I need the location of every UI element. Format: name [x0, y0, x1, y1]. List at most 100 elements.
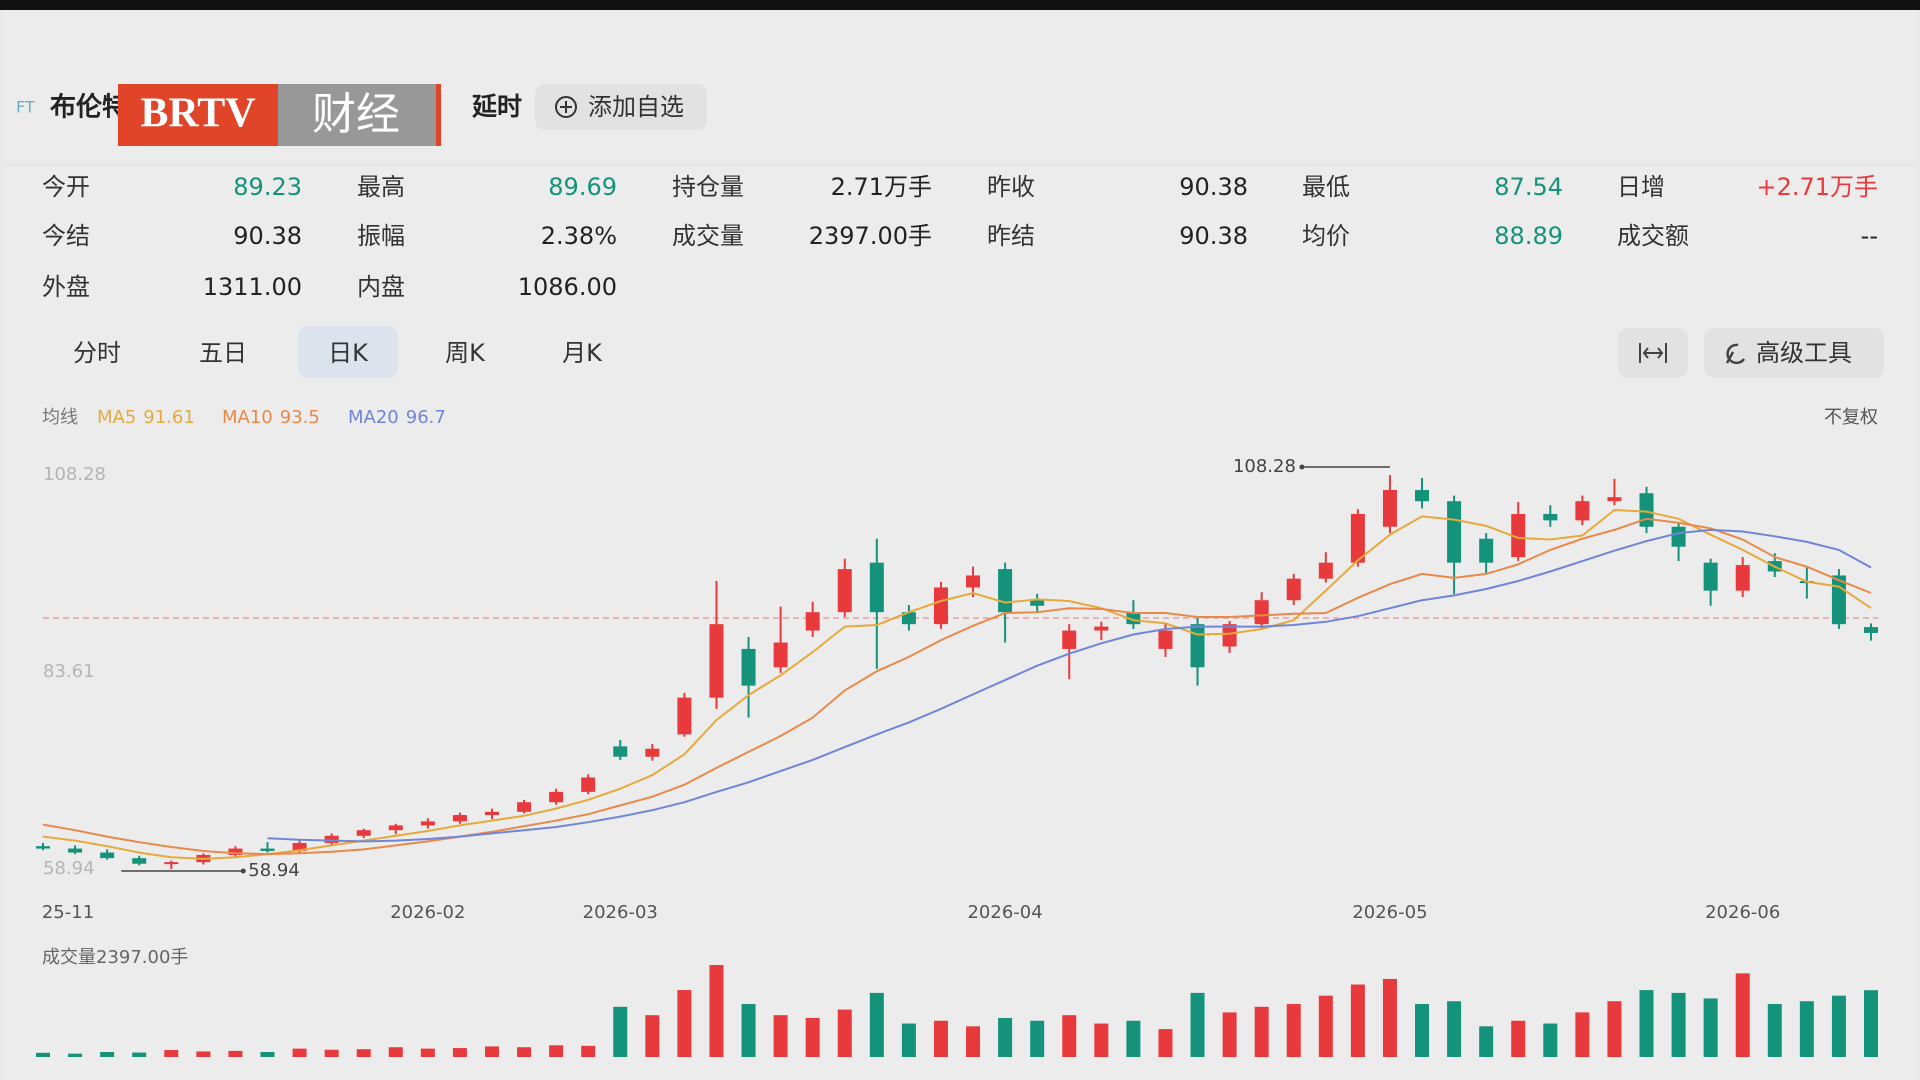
- candle-body: [420, 821, 435, 826]
- legend-name: MA5: [97, 407, 136, 428]
- volume-bar: [1703, 998, 1718, 1057]
- adjust-label: 不复权: [1824, 407, 1878, 428]
- watch-button[interactable]: 添加自选: [535, 84, 707, 130]
- volume-bar: [1864, 990, 1878, 1057]
- status: 延时: [471, 92, 522, 121]
- volume-bar: [228, 1050, 243, 1057]
- fit-button[interactable]: [1618, 328, 1688, 378]
- button-label: 高级工具: [1756, 339, 1852, 367]
- stat-value: 90.38: [1179, 173, 1248, 201]
- advanced-tools-button[interactable]: 高级工具: [1704, 328, 1884, 378]
- volume-bar: [1062, 1015, 1077, 1057]
- stat-value: +2.71万手: [1756, 173, 1878, 201]
- stat-label: 最高: [357, 173, 405, 201]
- stat-label: 外盘: [42, 273, 90, 301]
- volume-bar: [164, 1050, 179, 1057]
- stat-value: --: [1861, 222, 1878, 250]
- volume-bar: [1158, 1029, 1173, 1057]
- tab[interactable]: 日K: [298, 326, 398, 378]
- candle-body: [1864, 627, 1878, 633]
- volume-bar: [517, 1047, 532, 1057]
- candle-body: [324, 835, 339, 843]
- candle-body: [1030, 600, 1045, 606]
- x-tick-label: 2026-04: [967, 902, 1042, 923]
- candle-body: [966, 575, 981, 588]
- volume-bar: [709, 965, 724, 1057]
- badge: FT: [16, 98, 35, 117]
- logo-brand: BRTV: [140, 91, 255, 137]
- volume-bar: [1735, 973, 1750, 1057]
- candle-body: [1318, 562, 1333, 579]
- tab-label: 月K: [562, 339, 603, 367]
- volume-bar: [613, 1006, 628, 1057]
- volume-bar: [100, 1051, 115, 1057]
- volume-bar: [1350, 984, 1365, 1057]
- min-label: 58.94: [248, 860, 300, 881]
- stat-label: 成交量: [672, 222, 744, 250]
- volume-bar: [837, 1009, 852, 1057]
- stat-label: 昨收: [987, 173, 1035, 201]
- stat-label: 今开: [42, 173, 90, 201]
- instrument-name: 布伦特: [50, 92, 128, 123]
- stat-value: 88.89: [1494, 222, 1563, 250]
- candle-body: [1575, 501, 1590, 521]
- volume-bar: [998, 1017, 1013, 1057]
- tabs: 分时 五日 日K 周K 月K: [73, 326, 603, 378]
- candle-body: [132, 858, 147, 864]
- candle-body: [933, 587, 948, 625]
- volume-bar: [388, 1047, 403, 1057]
- volume-bar: [1799, 1001, 1814, 1057]
- stat-label: 昨结: [987, 222, 1035, 250]
- candle-body: [36, 846, 50, 849]
- tab[interactable]: 月K: [562, 339, 603, 367]
- tab[interactable]: 分时: [73, 339, 121, 367]
- volume-bar: [1511, 1020, 1526, 1057]
- logo-channel: 财经: [312, 89, 400, 140]
- volume-bar: [1126, 1020, 1141, 1057]
- candle-body: [1671, 526, 1686, 547]
- volume-bar: [420, 1048, 435, 1057]
- volume-title: 成交量2397.00手: [42, 947, 188, 968]
- candle-body: [260, 848, 275, 851]
- logo-edge: [436, 84, 441, 146]
- candle-body: [517, 802, 532, 812]
- volume-bar: [741, 1004, 756, 1057]
- volume-bar: [132, 1052, 147, 1057]
- candle-body: [581, 777, 596, 792]
- stat-value: 90.38: [1179, 222, 1248, 250]
- candle-body: [1158, 630, 1173, 649]
- stat-label: 振幅: [357, 222, 405, 250]
- stat-label: 持仓量: [672, 173, 744, 201]
- tab[interactable]: 五日: [199, 339, 247, 367]
- candle-body: [1286, 578, 1301, 601]
- y-tick-label: 108.28: [43, 464, 106, 485]
- volume-bar: [356, 1049, 371, 1057]
- volume-bar: [1318, 995, 1333, 1057]
- stat-label: 均价: [1302, 222, 1350, 250]
- candle-body: [1254, 600, 1269, 625]
- plus-icon-cross: [560, 101, 572, 113]
- stat-value: 1086.00: [518, 273, 617, 301]
- volume-bar: [1382, 978, 1397, 1057]
- ma-label: 均线: [42, 407, 78, 428]
- y-tick-label: 58.94: [43, 858, 95, 879]
- candle-body: [356, 830, 371, 836]
- candle-body: [484, 811, 499, 816]
- volume-bar: [260, 1051, 275, 1057]
- volume-bar: [966, 1026, 981, 1057]
- candle-body: [1062, 630, 1077, 649]
- tab[interactable]: 周K: [445, 339, 486, 367]
- volume-bar: [1286, 1004, 1301, 1057]
- candle-body: [1350, 513, 1365, 563]
- candle-body: [1415, 490, 1430, 502]
- volume-bar: [484, 1046, 499, 1057]
- candle-body: [1479, 538, 1494, 563]
- candle-body: [1126, 612, 1141, 625]
- candle-body: [452, 815, 467, 822]
- volume-bar: [1639, 990, 1654, 1057]
- min-dot: [240, 868, 246, 874]
- stat-label: 今结: [42, 222, 90, 250]
- candle-body: [709, 624, 724, 698]
